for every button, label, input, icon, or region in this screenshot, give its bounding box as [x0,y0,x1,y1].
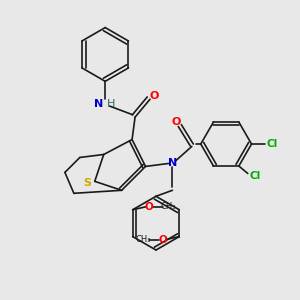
Text: O: O [171,117,181,127]
Text: O: O [145,202,154,212]
Text: CH₃: CH₃ [136,235,151,244]
Text: CH₃: CH₃ [161,202,176,211]
Text: O: O [150,91,159,101]
Text: O: O [158,235,167,244]
Text: Cl: Cl [249,172,260,182]
Text: S: S [83,178,91,188]
Text: H: H [107,99,116,109]
Text: N: N [168,158,177,168]
Text: N: N [94,99,103,109]
Text: Cl: Cl [266,139,278,149]
